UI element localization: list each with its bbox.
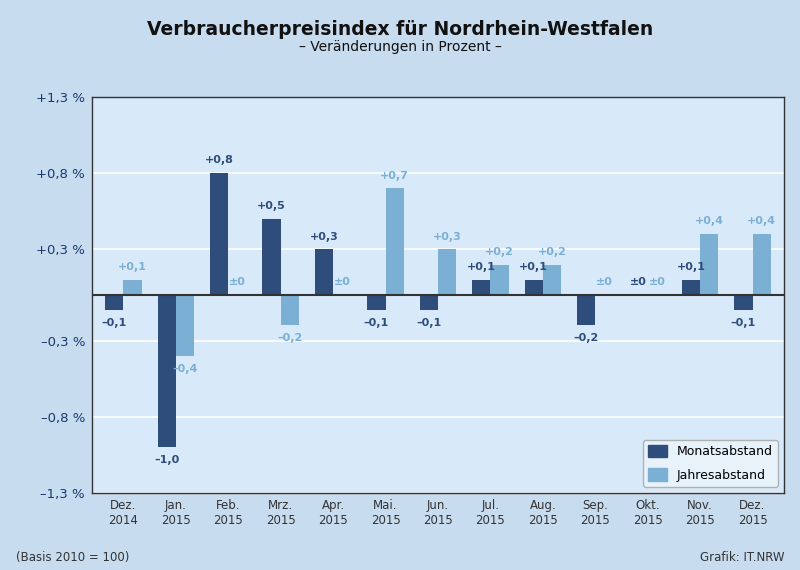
Text: +0,7: +0,7 <box>380 170 409 181</box>
Text: –0,1: –0,1 <box>102 318 127 328</box>
Text: Grafik: IT.NRW: Grafik: IT.NRW <box>699 551 784 564</box>
Bar <box>525 280 543 295</box>
Bar <box>367 295 386 310</box>
Bar <box>123 280 142 295</box>
Bar <box>105 295 123 310</box>
Bar <box>438 249 456 295</box>
Bar <box>682 280 700 295</box>
Bar <box>176 295 194 356</box>
Text: +0,1: +0,1 <box>467 262 496 272</box>
Text: +0,8: +0,8 <box>205 156 234 165</box>
Text: ±0: ±0 <box>630 278 647 287</box>
Text: +0,1: +0,1 <box>677 262 706 272</box>
Text: (Basis 2010 = 100): (Basis 2010 = 100) <box>16 551 130 564</box>
Text: +0,1: +0,1 <box>118 262 147 272</box>
Bar <box>315 249 333 295</box>
Text: +0,3: +0,3 <box>310 231 338 242</box>
Text: ±0: ±0 <box>229 278 246 287</box>
Text: –0,2: –0,2 <box>574 333 598 343</box>
Text: ±0: ±0 <box>334 278 350 287</box>
Text: Verbraucherpreisindex für Nordrhein-Westfalen: Verbraucherpreisindex für Nordrhein-West… <box>147 20 653 39</box>
Text: +0,2: +0,2 <box>485 247 514 257</box>
Bar <box>420 295 438 310</box>
Bar <box>543 264 561 295</box>
Text: –0,1: –0,1 <box>730 318 756 328</box>
Bar <box>262 219 281 295</box>
Text: –0,2: –0,2 <box>278 333 302 343</box>
Text: +0,4: +0,4 <box>747 217 776 226</box>
Bar <box>472 280 490 295</box>
Text: –0,1: –0,1 <box>364 318 389 328</box>
Text: –0,4: –0,4 <box>172 364 198 373</box>
Bar <box>734 295 753 310</box>
Bar <box>577 295 595 325</box>
Bar <box>158 295 176 447</box>
Text: –1,0: –1,0 <box>154 455 179 465</box>
Bar <box>490 264 509 295</box>
Text: +0,5: +0,5 <box>257 201 286 211</box>
Text: –0,1: –0,1 <box>416 318 442 328</box>
Legend: Monatsabstand, Jahresabstand: Monatsabstand, Jahresabstand <box>643 439 778 487</box>
Bar <box>386 188 404 295</box>
Bar <box>700 234 718 295</box>
Text: +0,3: +0,3 <box>433 231 462 242</box>
Bar <box>210 173 228 295</box>
Text: +0,2: +0,2 <box>538 247 566 257</box>
Text: +0,1: +0,1 <box>519 262 548 272</box>
Bar <box>281 295 299 325</box>
Bar <box>753 234 771 295</box>
Text: – Veränderungen in Prozent –: – Veränderungen in Prozent – <box>298 40 502 54</box>
Text: ±0: ±0 <box>596 278 613 287</box>
Text: ±0: ±0 <box>649 278 666 287</box>
Text: +0,4: +0,4 <box>694 217 724 226</box>
